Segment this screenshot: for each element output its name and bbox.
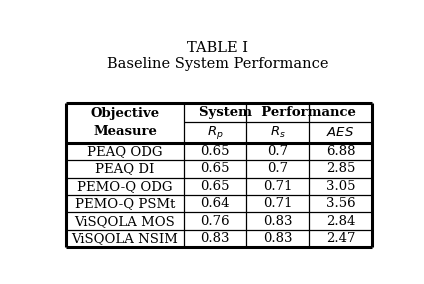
Text: PEMO-Q PSMt: PEMO-Q PSMt xyxy=(75,197,175,210)
Text: 3.56: 3.56 xyxy=(326,197,355,210)
Text: Baseline System Performance: Baseline System Performance xyxy=(106,57,328,71)
Text: 2.47: 2.47 xyxy=(326,232,355,245)
Text: 0.7: 0.7 xyxy=(267,162,288,175)
Text: 2.85: 2.85 xyxy=(326,162,355,175)
Text: 0.65: 0.65 xyxy=(201,145,230,158)
Text: TABLE I: TABLE I xyxy=(187,41,248,55)
Text: 0.65: 0.65 xyxy=(201,180,230,193)
Text: ViSQOLA NSIM: ViSQOLA NSIM xyxy=(72,232,179,245)
Text: $\mathit{AES}$: $\mathit{AES}$ xyxy=(326,126,354,139)
Text: 0.64: 0.64 xyxy=(201,197,230,210)
Text: 0.71: 0.71 xyxy=(263,197,293,210)
Text: PEAQ DI: PEAQ DI xyxy=(95,162,155,175)
Text: 0.76: 0.76 xyxy=(200,215,230,228)
Text: 0.7: 0.7 xyxy=(267,145,288,158)
Text: 0.83: 0.83 xyxy=(263,215,293,228)
Text: 0.71: 0.71 xyxy=(263,180,293,193)
Text: 0.65: 0.65 xyxy=(201,162,230,175)
Text: $R_p$: $R_p$ xyxy=(207,124,223,141)
Text: 2.84: 2.84 xyxy=(326,215,355,228)
Text: 0.83: 0.83 xyxy=(201,232,230,245)
Text: Objective
Measure: Objective Measure xyxy=(90,107,159,138)
Text: ViSQOLA MOS: ViSQOLA MOS xyxy=(75,215,176,228)
Text: 3.05: 3.05 xyxy=(326,180,355,193)
Text: 0.83: 0.83 xyxy=(263,232,293,245)
Text: PEMO-Q ODG: PEMO-Q ODG xyxy=(77,180,173,193)
Text: $R_s$: $R_s$ xyxy=(270,125,286,140)
Text: System  Performance: System Performance xyxy=(199,106,356,119)
Text: 6.88: 6.88 xyxy=(326,145,355,158)
Text: PEAQ ODG: PEAQ ODG xyxy=(87,145,163,158)
